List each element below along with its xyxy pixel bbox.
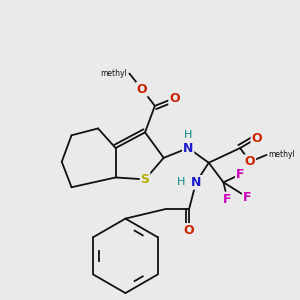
Text: N: N	[191, 176, 201, 189]
Text: H: H	[177, 177, 185, 187]
Text: O: O	[169, 92, 180, 105]
Text: O: O	[137, 83, 147, 96]
Text: O: O	[244, 155, 255, 168]
Text: O: O	[184, 224, 194, 237]
Text: N: N	[183, 142, 194, 154]
Text: methyl: methyl	[268, 150, 295, 159]
Text: F: F	[223, 193, 232, 206]
Text: H: H	[184, 130, 192, 140]
Text: F: F	[236, 168, 244, 181]
Text: F: F	[243, 190, 251, 203]
Text: O: O	[251, 132, 262, 145]
Text: S: S	[140, 173, 149, 186]
Text: methyl: methyl	[101, 69, 128, 78]
